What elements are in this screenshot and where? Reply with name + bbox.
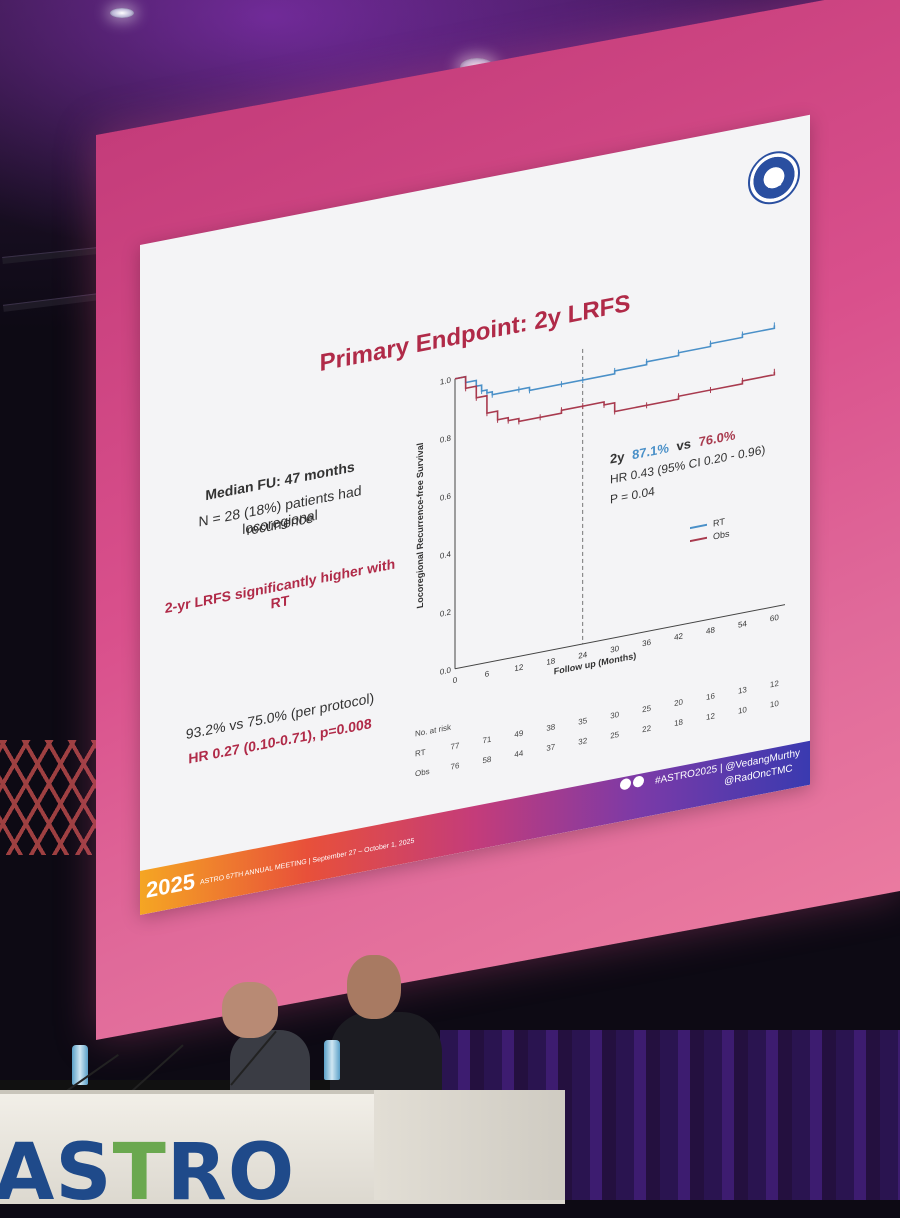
legend-rt-swatch: [690, 523, 707, 530]
panelist-right-body: [330, 1012, 442, 1090]
risk-cell: 71: [482, 735, 491, 746]
x-tick-label: 24: [578, 650, 587, 661]
x-tick-label: 0: [453, 675, 458, 685]
risk-cell: 13: [738, 685, 747, 696]
legend-obs-swatch: [690, 536, 707, 543]
panelist-right-head: [347, 955, 401, 1019]
y-tick-label: 0.6: [440, 492, 452, 503]
y-tick-label: 1.0: [440, 376, 452, 387]
km-chart: 0 6 12 18 24 30 36 42 48 54 60 0.0 0.2 0.4 0.6 0.8 1.0 L…: [415, 283, 795, 827]
risk-cell: 49: [514, 728, 523, 739]
risk-cell: 37: [546, 742, 555, 753]
y-tick-label: 0.8: [440, 434, 452, 445]
x-tick-label: 6: [485, 669, 490, 679]
x-tick-label: 48: [706, 625, 715, 636]
water-bottle: [72, 1045, 88, 1085]
risk-cell: 58: [482, 755, 491, 766]
risk-cell: 25: [610, 730, 619, 741]
legend: RT Obs: [690, 516, 730, 543]
podium-brand-t: T: [112, 1128, 167, 1218]
x-tick-label: 42: [674, 631, 683, 642]
risk-cell: 30: [610, 710, 619, 721]
legend-rt-label: RT: [713, 516, 725, 528]
water-bottle: [324, 1040, 340, 1080]
risk-row-label: RT: [415, 748, 426, 759]
risk-cell: 22: [642, 724, 651, 735]
y-tick-label: 0.4: [440, 550, 452, 561]
podium-side: [374, 1090, 565, 1200]
risk-cell: 38: [546, 722, 555, 733]
y-tick-label: 0.0: [440, 666, 452, 677]
risk-cell: 77: [451, 741, 460, 752]
risk-cell: 32: [578, 736, 587, 747]
podium-brand: ASTRO: [0, 1128, 295, 1218]
risk-cell: 10: [738, 705, 747, 716]
panelist-left-head: [222, 982, 278, 1038]
result-line: 2y 87.1% vs 76.0%: [610, 427, 736, 466]
risk-row-label: Obs: [415, 767, 430, 779]
presentation-slide: TMC Primary Endpoint: 2y LRFS Median FU:…: [140, 114, 810, 915]
y-tick-label: 0.2: [440, 608, 452, 619]
risk-cell: 12: [770, 679, 779, 690]
y-axis-label: Locoregional Recurrence-free Survival: [415, 442, 425, 609]
risk-cell: 25: [642, 704, 651, 715]
risk-cell: 16: [706, 691, 715, 702]
risk-cell: 44: [514, 748, 523, 759]
risk-cell: 18: [674, 717, 683, 728]
podium-brand-ro: RO: [166, 1128, 296, 1218]
x-axis-label: Follow up (Months): [554, 651, 636, 677]
km-chart-svg: 0 6 12 18 24 30 36 42 48 54 60 0.0 0.2 0.4 0.6 0.8 1.0 L…: [415, 322, 785, 779]
stage-light: [110, 8, 134, 18]
x-tick-label: 36: [642, 638, 651, 649]
risk-table-header: No. at risk: [415, 722, 452, 738]
result-obs: 76.0%: [699, 427, 736, 449]
risk-cell: 20: [674, 697, 683, 708]
x-tick-label: 60: [770, 613, 779, 624]
legend-obs-label: Obs: [713, 528, 730, 541]
risk-cell: 35: [578, 716, 587, 727]
stage-lattice-decor: [0, 740, 98, 855]
x-tick-label: 30: [610, 644, 619, 655]
x-icon: [620, 777, 632, 791]
facebook-icon: [633, 775, 645, 789]
x-tick-label: 18: [546, 656, 555, 667]
risk-table: No. at risk RT 77 71 49 38 35 30 25 20 16 13 12 Obs 76…: [415, 679, 779, 779]
x-tick-label: 12: [514, 662, 523, 673]
result-rt: 87.1%: [632, 440, 669, 462]
x-axis: [455, 604, 785, 670]
result-prefix: 2y: [610, 449, 625, 467]
logo-text: TMC: [766, 180, 782, 191]
result-p: P = 0.04: [610, 484, 655, 507]
risk-cell: 76: [451, 761, 460, 772]
risk-cell: 10: [770, 699, 779, 710]
podium-brand-a: A: [0, 1128, 56, 1218]
result-vs: vs: [677, 436, 691, 454]
footer-year: 2025: [146, 868, 195, 903]
podium-brand-s: S: [55, 1128, 113, 1218]
risk-cell: 12: [706, 711, 715, 722]
significance-statement: 2-yr LRFS significantly higher with RT: [164, 555, 396, 617]
tmc-logo: TMC: [748, 146, 800, 209]
x-tick-label: 54: [738, 619, 747, 630]
